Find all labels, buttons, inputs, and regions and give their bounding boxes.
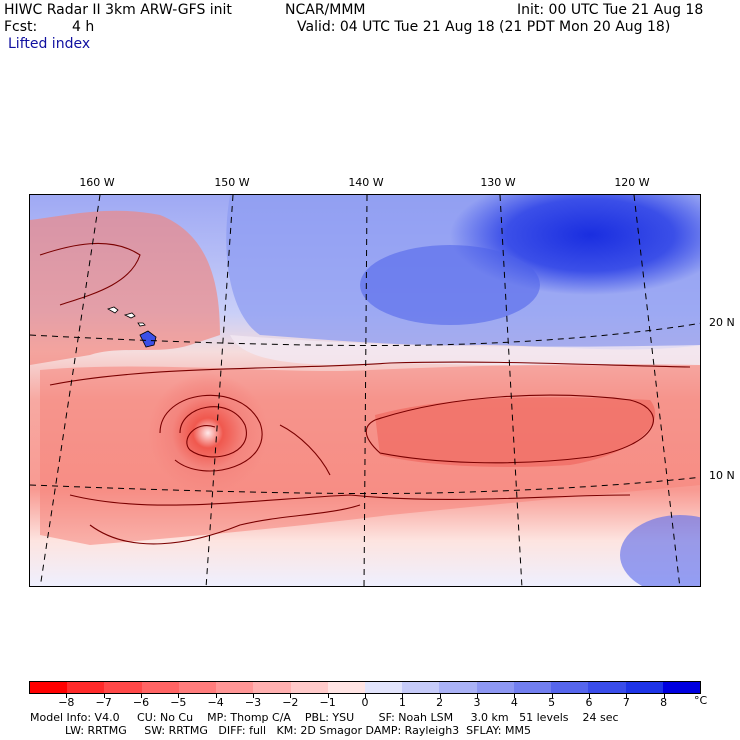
colorbar-segment [551,682,589,693]
lon-label-140w: 140 W [348,176,384,189]
forecast-label: Fcst: [4,19,38,35]
colorbar-tick [66,694,68,698]
colorbar-segment [364,682,403,693]
colorbar-tick [141,694,142,698]
colorbar-segment [104,682,142,693]
colorbar-segment [67,682,105,693]
colorbar-segment [513,682,552,693]
colorbar-segment [178,682,217,693]
colorbar-segment [476,682,514,693]
colorbar-segment [327,682,365,693]
colorbar-segment [253,682,291,693]
model-info-line1: Model Info: V4.0 CU: No Cu MP: Thomp C/A… [30,711,619,724]
colorbar-tick [626,694,628,698]
colorbar-tick [290,694,292,698]
colorbar-segment [439,682,477,693]
forecast-hour: 4 h [72,19,95,35]
colorbar-tick [663,694,665,698]
colorbar-tick-label: −2 [282,696,299,709]
field-name: Lifted index [8,36,91,52]
colorbar-unit: °C [694,694,708,707]
colorbar-tick-label: −4 [207,696,224,709]
lon-label-150w: 150 W [214,176,250,189]
model-info-line2: LW: RRTMG SW: RRTMG DIFF: full KM: 2D Sm… [30,724,531,737]
core-unstable-band [375,397,656,467]
lon-label-120w: 120 W [614,176,650,189]
graticule [30,195,700,586]
colorbar-tick [103,694,105,698]
lat-label-20n: 20 N [709,316,735,329]
colorbar-tick-label: 1 [398,696,406,709]
colorbar-tick [327,694,329,698]
transition-band [230,335,700,367]
colorbar-tick [253,694,254,698]
colorbar-tick [477,694,478,698]
colorbar-tick-label: 7 [622,696,630,709]
valid-time: Valid: 04 UTC Tue 21 Aug 18 (21 PDT Mon … [297,19,671,35]
colorbar-tick-label: −1 [319,696,336,709]
colorbar-tick-label: −7 [95,696,112,709]
colorbar-tick [215,694,217,698]
colorbar-tick-label: 8 [660,696,668,709]
unstable-west-region [30,210,220,365]
colorbar-segment [141,682,179,693]
lat-label-10n: 10 N [709,469,735,482]
init-time: Init: 00 UTC Tue 21 Aug 18 [517,2,704,18]
colorbar-tick [589,694,590,698]
colorbar-tick-label: 5 [548,696,556,709]
colorbar-segment [625,682,663,693]
colorbar-segment [662,682,700,693]
colorbar [29,681,701,694]
colorbar-tick [402,694,404,698]
colorbar-tick [178,694,180,698]
stable-patch-2 [360,245,540,325]
colorbar-tick [514,694,516,698]
colorbar-tick [551,694,553,698]
lifted-index-map [29,194,701,587]
colorbar-segment [588,682,626,693]
lon-label-160w: 160 W [79,176,115,189]
colorbar-segment [216,682,254,693]
organization: NCAR/MMM [285,2,366,18]
map-canvas [30,195,700,586]
colorbar-tick-label: −5 [170,696,187,709]
colorbar-tick-label: 6 [585,696,593,709]
stable-patch-se [620,515,700,586]
colorbar-segment [30,682,68,693]
colorbar-tick-label: −8 [58,696,75,709]
contour-lines [39,242,691,545]
colorbar-tick [365,694,366,698]
hawaiian-islands [107,306,157,348]
colorbar-tick-label: 2 [436,696,444,709]
colorbar-tick-label: −6 [132,696,150,709]
colorbar-tick-label: 3 [473,696,481,709]
lon-label-130w: 130 W [480,176,516,189]
colorbar-segment [402,682,440,693]
colorbar-tick-label: −3 [244,696,262,709]
colorbar-tick [439,694,441,698]
model-title: HIWC Radar II 3km ARW-GFS init [4,2,232,18]
colorbar-tick-label: 4 [510,696,518,709]
colorbar-segment [290,682,328,693]
tropical-cyclone [148,373,268,493]
colorbar-tick-label: 0 [361,696,369,709]
